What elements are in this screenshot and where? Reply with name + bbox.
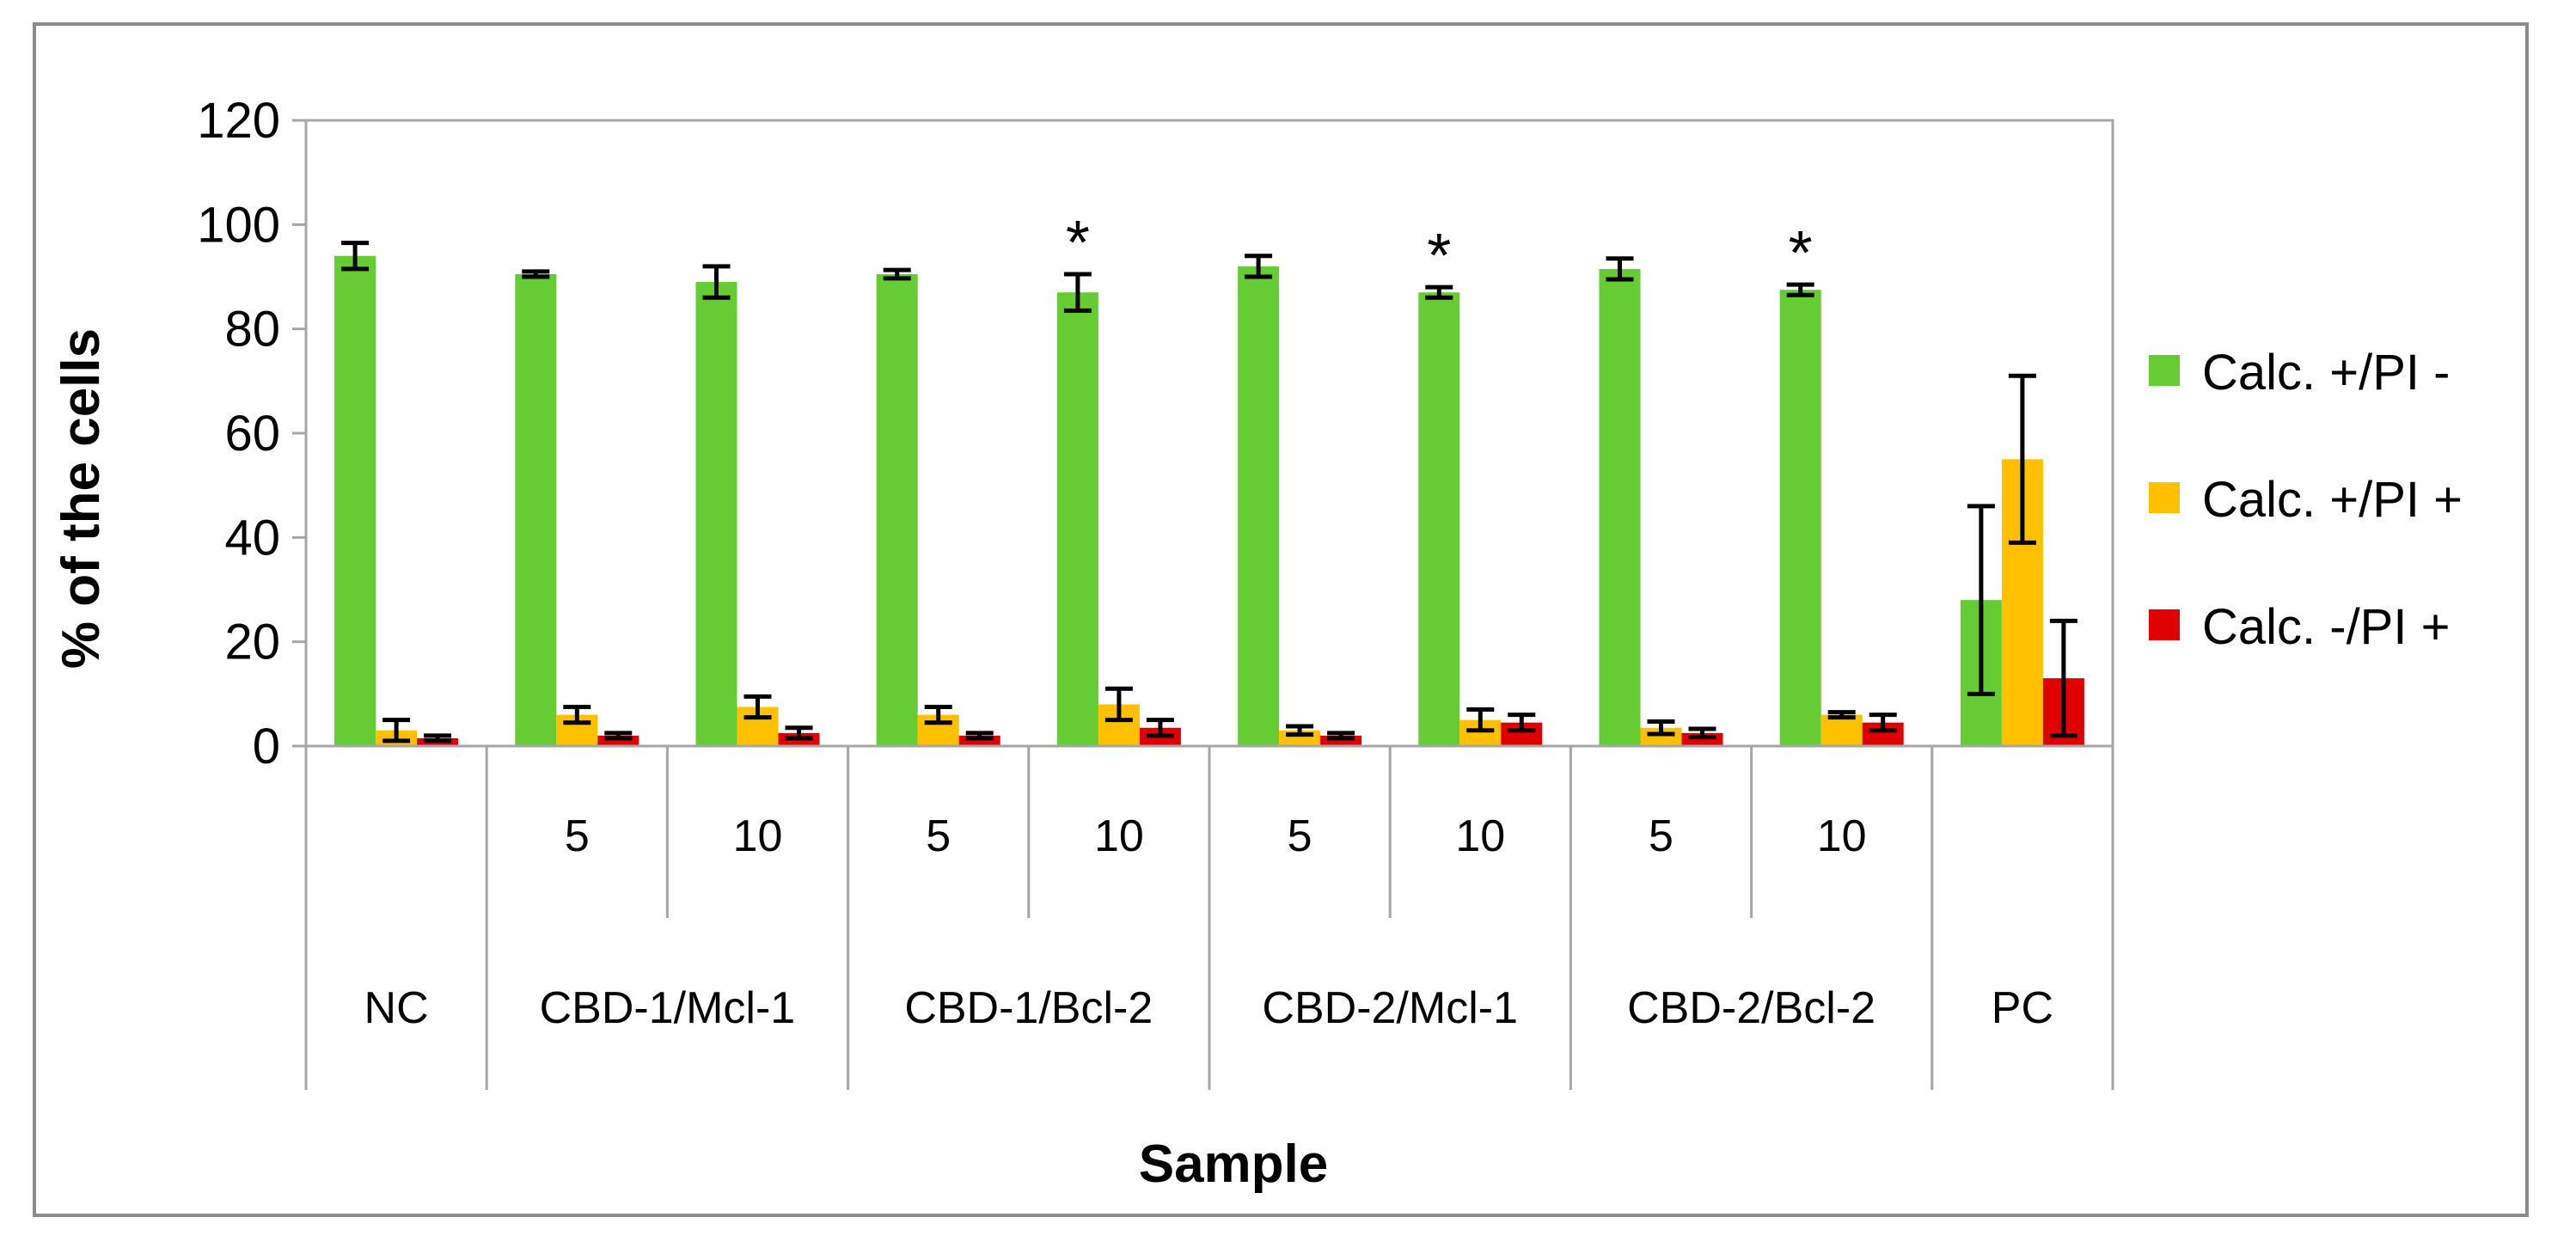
category-sub-label: 10	[1817, 811, 1867, 861]
significance-marker: *	[1789, 219, 1813, 288]
category-group-label: CBD-1/Mcl-1	[540, 983, 796, 1033]
category-sub-label: 5	[926, 811, 951, 861]
x-axis-title: Sample	[1139, 1135, 1329, 1194]
bar	[515, 273, 557, 746]
legend-label: Calc. -/PI +	[2202, 599, 2450, 655]
category-sub-label: 5	[1288, 811, 1312, 861]
y-tick-label: 100	[197, 197, 280, 253]
significance-marker: *	[1427, 222, 1451, 291]
plot-area-border	[304, 119, 2114, 748]
bar	[1820, 714, 1863, 746]
bar	[1599, 268, 1641, 746]
category-group-label: PC	[1992, 983, 2053, 1033]
bar	[1418, 292, 1460, 746]
bar	[334, 255, 376, 746]
category-sub-label: 10	[733, 811, 783, 861]
legend-swatch	[2149, 609, 2180, 640]
significance-marker: *	[1066, 209, 1090, 278]
y-tick-label: 120	[197, 93, 280, 149]
category-group-label: CBD-2/Bcl-2	[1627, 983, 1875, 1033]
category-sub-label: 5	[565, 811, 590, 861]
y-tick-label: 0	[253, 719, 280, 774]
bar	[1779, 290, 1821, 747]
category-group-label: CBD-2/Mcl-1	[1262, 983, 1518, 1033]
y-tick-label: 20	[224, 615, 280, 670]
category-group-label: NC	[364, 983, 429, 1033]
category-sub-label: 10	[1094, 811, 1144, 861]
legend-label: Calc. +/PI -	[2202, 345, 2450, 401]
y-axis-title: % of the cells	[52, 328, 111, 669]
bar	[1056, 292, 1098, 746]
bar	[695, 282, 737, 747]
legend-swatch	[2149, 482, 2180, 513]
legend-swatch	[2149, 355, 2180, 386]
category-sub-label: 5	[1649, 811, 1673, 861]
y-tick-label: 40	[224, 510, 280, 566]
y-tick-label: 60	[224, 406, 280, 462]
category-sub-label: 10	[1455, 811, 1505, 861]
category-group-label: CBD-1/Bcl-2	[904, 983, 1153, 1033]
bar	[1238, 266, 1280, 746]
legend-label: Calc. +/PI +	[2202, 472, 2463, 528]
bar	[876, 273, 918, 746]
y-tick-label: 80	[224, 302, 280, 358]
